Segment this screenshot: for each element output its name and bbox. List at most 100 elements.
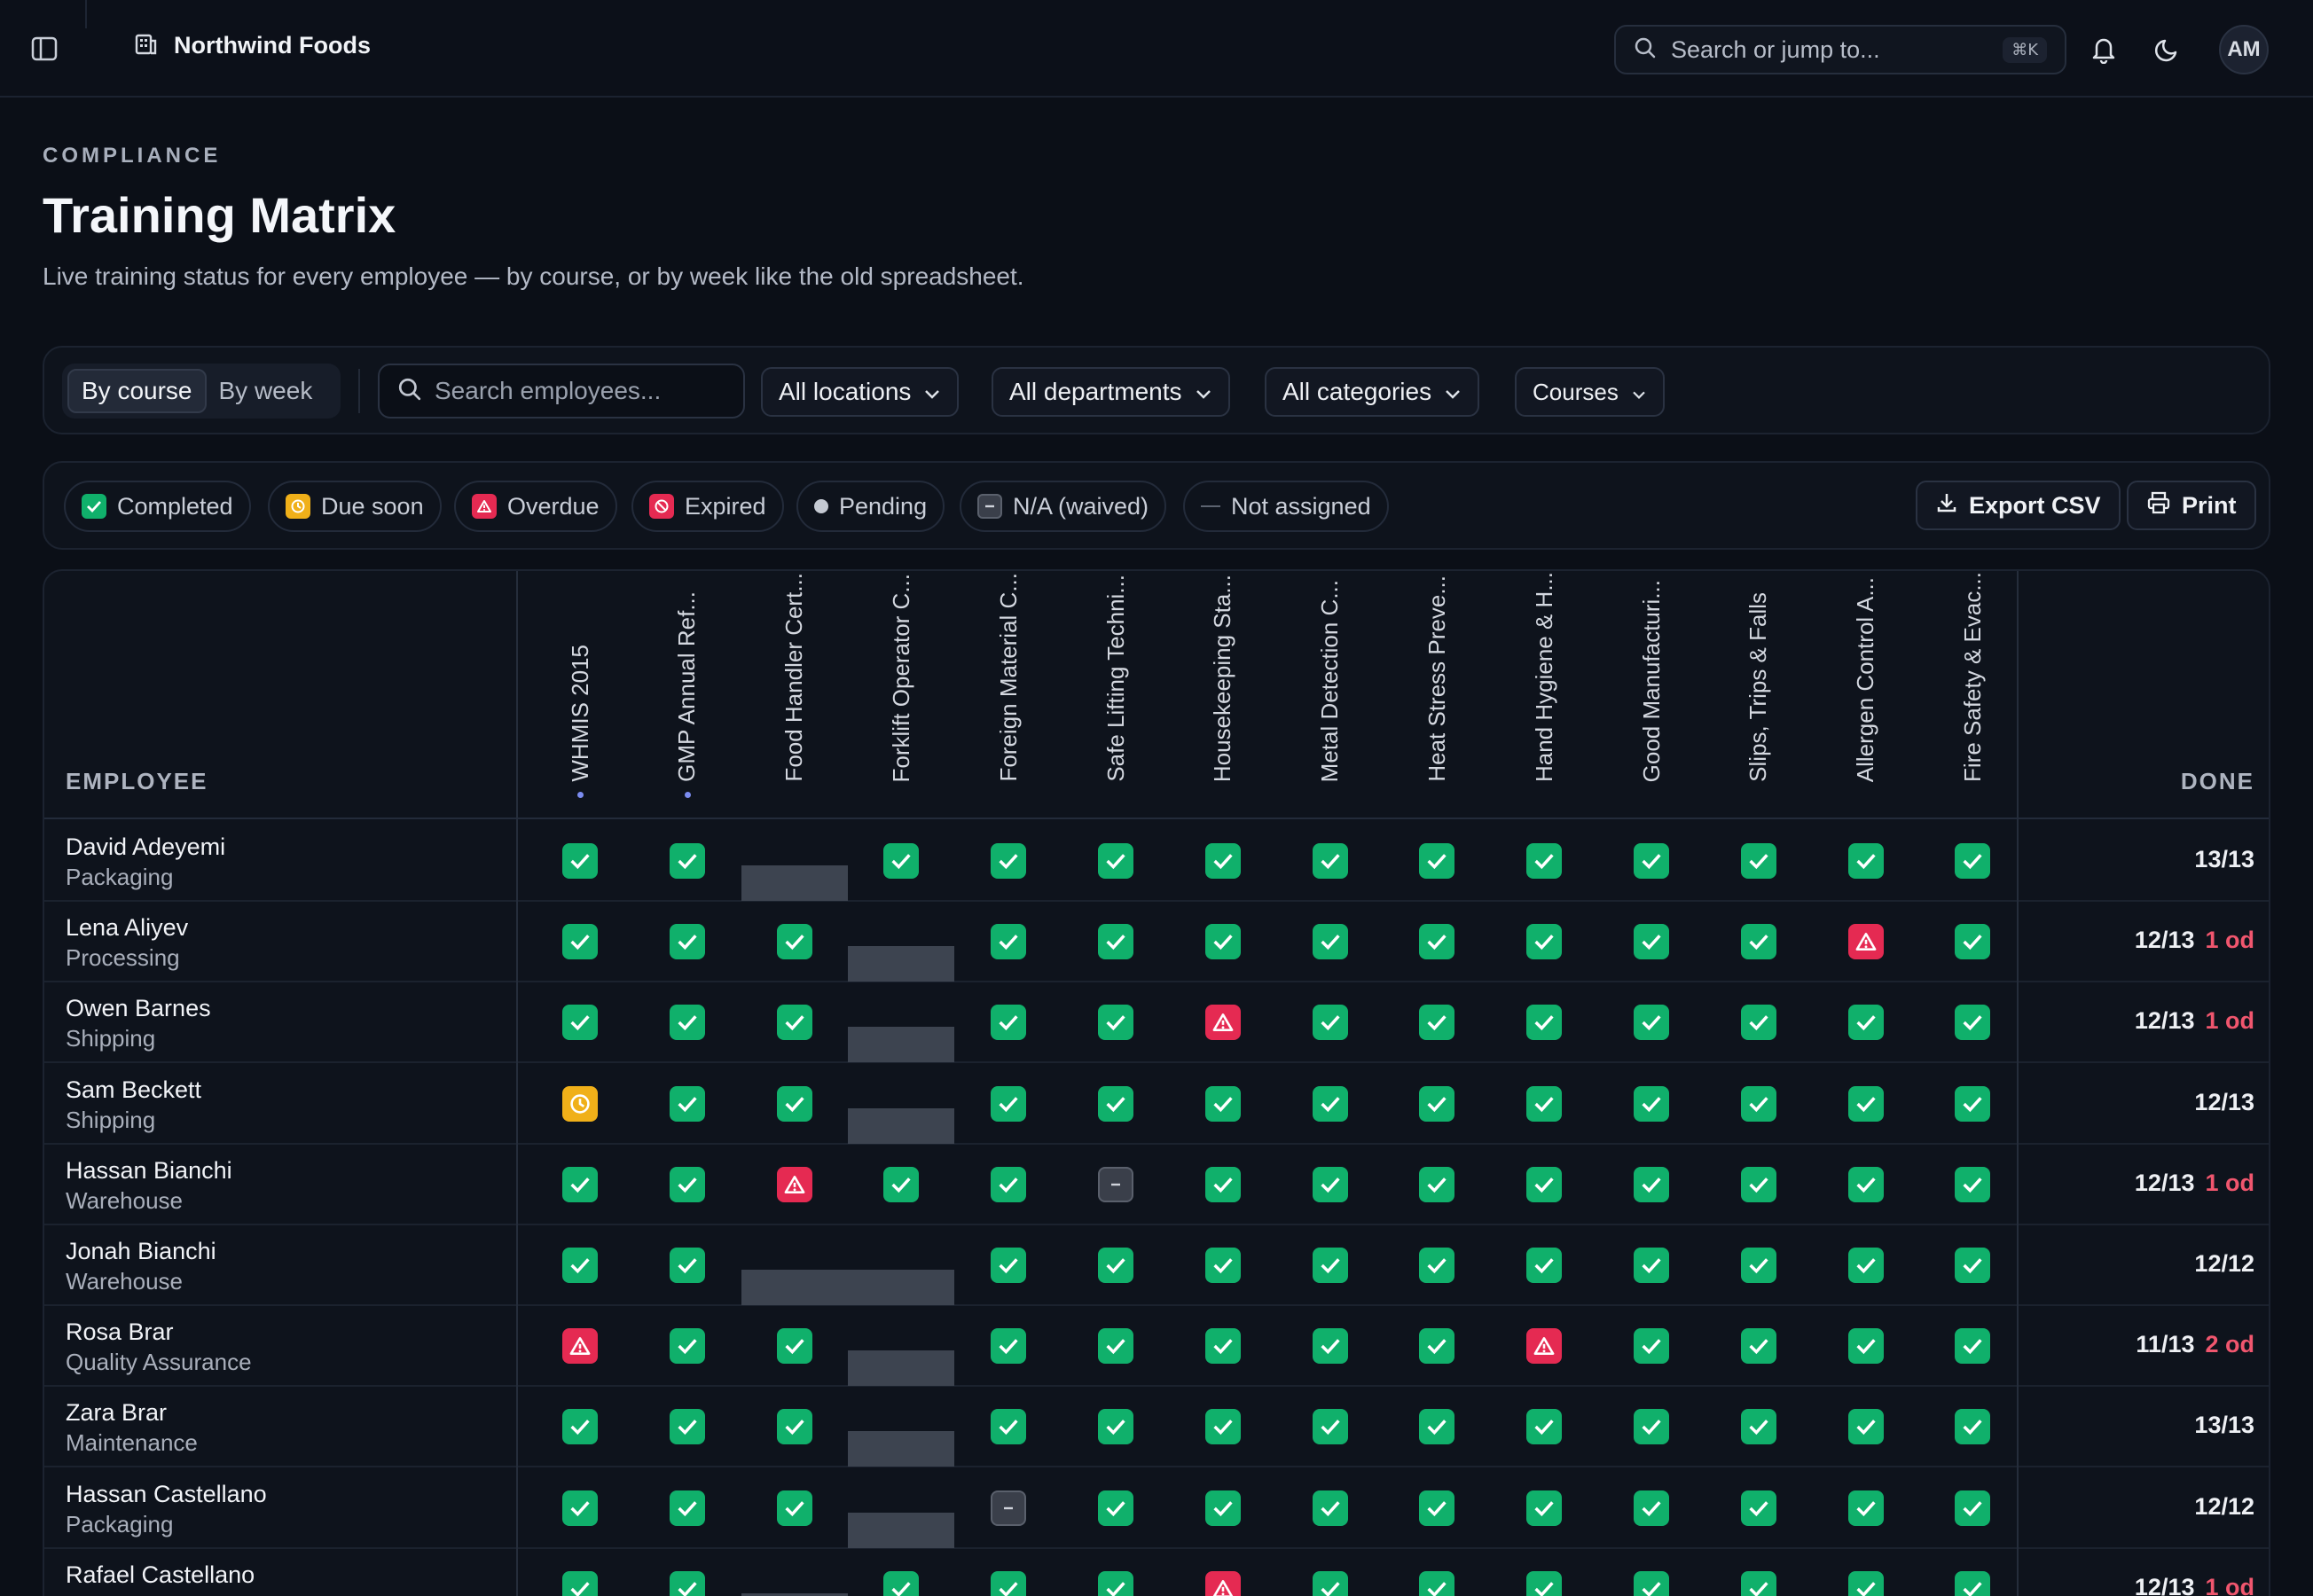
status-cell[interactable]: [1170, 1409, 1276, 1445]
status-cell[interactable]: [1384, 843, 1490, 879]
course-column-header[interactable]: Safe Lifting Techni...: [1062, 571, 1169, 819]
moon-icon[interactable]: [2150, 32, 2185, 67]
status-cell[interactable]: [1813, 1490, 1919, 1526]
status-cell[interactable]: [1384, 1409, 1490, 1445]
status-cell[interactable]: [1705, 1328, 1812, 1365]
status-cell[interactable]: [1598, 1248, 1705, 1283]
status-cell[interactable]: [1705, 1570, 1812, 1596]
course-column-header[interactable]: Allergen Control A...: [1813, 571, 1919, 819]
status-cell[interactable]: [1384, 1085, 1490, 1122]
status-cell[interactable]: [1813, 1166, 1919, 1202]
status-cell[interactable]: [1384, 1490, 1490, 1526]
status-cell[interactable]: [1384, 1248, 1490, 1283]
status-cell[interactable]: [741, 1085, 848, 1122]
table-row[interactable]: Owen Barnes Shipping 12/13 1 od: [44, 982, 2269, 1064]
course-column-header[interactable]: Slips, Trips & Falls: [1705, 571, 1812, 819]
org-switcher[interactable]: Northwind Foods: [133, 30, 371, 61]
status-cell[interactable]: [848, 1570, 954, 1596]
view-by-week-button[interactable]: By week: [218, 377, 313, 404]
courses-dropdown[interactable]: Courses: [1515, 367, 1665, 417]
course-column-header[interactable]: Hand Hygiene & H...: [1491, 571, 1597, 819]
status-cell[interactable]: [634, 924, 741, 960]
status-cell[interactable]: [1813, 1328, 1919, 1365]
status-cell[interactable]: [1277, 1409, 1384, 1445]
status-cell[interactable]: [1491, 1490, 1597, 1526]
status-cell[interactable]: [1384, 1166, 1490, 1202]
status-cell[interactable]: [1491, 924, 1597, 960]
status-cell[interactable]: [1919, 1248, 2026, 1283]
status-cell[interactable]: [1598, 1490, 1705, 1526]
status-cell[interactable]: [1705, 1085, 1812, 1122]
departments-dropdown[interactable]: All departments: [992, 367, 1230, 417]
status-cell[interactable]: [741, 924, 848, 960]
sidebar-toggle-icon[interactable]: [28, 33, 60, 65]
status-cell[interactable]: [1813, 843, 1919, 879]
status-cell[interactable]: [1277, 1085, 1384, 1122]
table-row[interactable]: Lena Aliyev Processing 12/13 1 od: [44, 902, 2269, 983]
table-row[interactable]: Rafael Castellano Packaging 12/13 1 od: [44, 1549, 2269, 1596]
status-cell[interactable]: [1598, 1085, 1705, 1122]
status-cell[interactable]: [1062, 1409, 1169, 1445]
status-cell[interactable]: [527, 1166, 633, 1202]
status-cell[interactable]: [527, 1409, 633, 1445]
status-cell[interactable]: [1919, 1490, 2026, 1526]
status-cell[interactable]: [1062, 1490, 1169, 1526]
status-cell[interactable]: [1384, 924, 1490, 960]
status-cell[interactable]: [848, 843, 954, 879]
status-cell[interactable]: [634, 843, 741, 879]
status-cell[interactable]: [1062, 924, 1169, 960]
status-cell[interactable]: [1705, 1248, 1812, 1283]
bell-icon[interactable]: [2086, 32, 2121, 67]
status-cell[interactable]: [527, 1490, 633, 1526]
course-column-header[interactable]: Housekeeping Sta...: [1170, 571, 1276, 819]
status-cell[interactable]: [1062, 1166, 1169, 1202]
status-cell[interactable]: [955, 924, 1062, 960]
status-cell[interactable]: [1598, 1166, 1705, 1202]
status-cell[interactable]: [955, 1005, 1062, 1041]
status-cell[interactable]: [1170, 1166, 1276, 1202]
status-cell[interactable]: [634, 1005, 741, 1041]
status-cell[interactable]: [1598, 843, 1705, 879]
status-cell[interactable]: [1919, 1328, 2026, 1365]
status-cell[interactable]: [1277, 1570, 1384, 1596]
course-column-header[interactable]: Good Manufacturi...: [1598, 571, 1705, 819]
status-cell[interactable]: [1062, 1248, 1169, 1283]
employee-search-input[interactable]: [435, 377, 727, 405]
status-cell[interactable]: [1491, 1166, 1597, 1202]
course-column-header[interactable]: Foreign Material C...: [955, 571, 1062, 819]
status-cell[interactable]: [527, 843, 633, 879]
status-cell[interactable]: [1170, 1490, 1276, 1526]
status-cell[interactable]: [527, 1328, 633, 1365]
status-cell[interactable]: [741, 1490, 848, 1526]
status-cell[interactable]: [1919, 1005, 2026, 1041]
status-cell[interactable]: [1170, 843, 1276, 879]
status-cell[interactable]: [1277, 843, 1384, 879]
status-cell[interactable]: [1598, 1570, 1705, 1596]
status-cell[interactable]: [527, 924, 633, 960]
status-cell[interactable]: [1491, 1409, 1597, 1445]
status-cell[interactable]: [1491, 1328, 1597, 1365]
employee-search[interactable]: [378, 364, 745, 419]
status-cell[interactable]: [1919, 1570, 2026, 1596]
course-column-header[interactable]: Forklift Operator C...: [848, 571, 954, 819]
status-cell[interactable]: [1705, 1490, 1812, 1526]
status-cell[interactable]: [955, 1085, 1062, 1122]
status-cell[interactable]: [741, 1409, 848, 1445]
status-cell[interactable]: [1170, 924, 1276, 960]
table-row[interactable]: Jonah Bianchi Warehouse 12/12: [44, 1225, 2269, 1306]
table-row[interactable]: David Adeyemi Packaging 13/13: [44, 821, 2269, 902]
status-cell[interactable]: [1277, 924, 1384, 960]
course-column-header[interactable]: GMP Annual Ref...: [634, 571, 741, 819]
status-cell[interactable]: [634, 1490, 741, 1526]
status-cell[interactable]: [955, 1166, 1062, 1202]
table-row[interactable]: Sam Beckett Shipping 12/13: [44, 1064, 2269, 1145]
status-cell[interactable]: [1598, 1328, 1705, 1365]
course-column-header[interactable]: WHMIS 2015: [527, 571, 633, 819]
status-cell[interactable]: [1813, 1570, 1919, 1596]
status-cell[interactable]: [1919, 1409, 2026, 1445]
status-cell[interactable]: [1813, 1085, 1919, 1122]
status-cell[interactable]: [1384, 1005, 1490, 1041]
status-cell[interactable]: [1705, 1005, 1812, 1041]
status-cell[interactable]: [955, 1490, 1062, 1526]
status-cell[interactable]: [527, 1248, 633, 1283]
